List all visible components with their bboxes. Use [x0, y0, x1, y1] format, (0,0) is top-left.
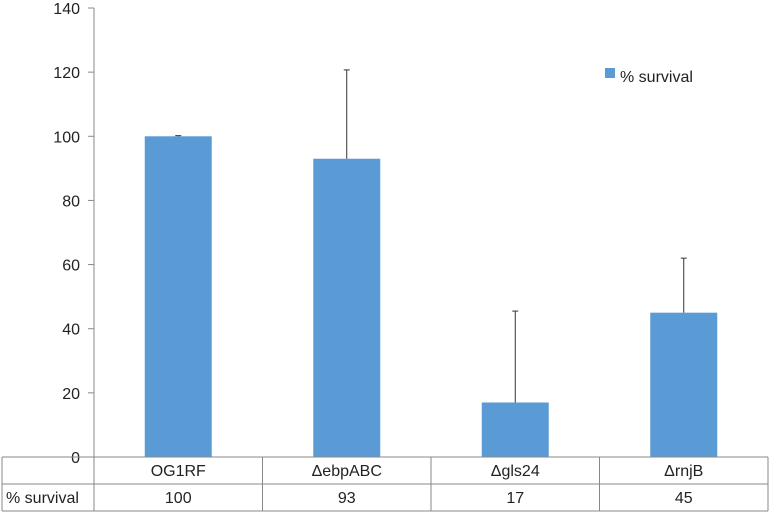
- legend-label: % survival: [620, 69, 693, 86]
- bar: [144, 136, 212, 458]
- y-tick-label: 140: [53, 1, 80, 18]
- y-tick-label: 0: [71, 450, 80, 467]
- y-tick-label: 120: [53, 65, 80, 82]
- bar: [313, 158, 381, 457]
- table-value-cell: 100: [165, 490, 192, 507]
- x-category-label: ΔrnjB: [664, 463, 703, 480]
- x-category-label: OG1RF: [151, 463, 206, 480]
- y-tick-label: 40: [62, 322, 80, 339]
- y-tick-label: 60: [62, 258, 80, 275]
- y-tick-label: 80: [62, 193, 80, 210]
- x-category-label: ΔebpABC: [312, 463, 382, 480]
- y-tick-label: 20: [62, 386, 80, 403]
- table-value-cell: 45: [675, 490, 693, 507]
- table-row-label: % survival: [6, 490, 79, 507]
- y-tick-label: 100: [53, 129, 80, 146]
- bar: [481, 402, 549, 457]
- x-category-label: Δgls24: [491, 463, 540, 480]
- bars: [144, 136, 718, 458]
- data-table: OG1RF 100 ΔebpABC 93 Δgls24 17 ΔrnjB 45 % surviv…: [1, 456, 769, 512]
- legend-swatch: [605, 68, 615, 78]
- table-value-cell: 17: [506, 490, 524, 507]
- error-bars: [175, 69, 687, 403]
- table-value-cell: 93: [338, 490, 356, 507]
- bar: [650, 312, 718, 457]
- y-axis: 0 20 40 60 80 100 120 140: [53, 1, 95, 467]
- legend: % survival: [605, 68, 693, 86]
